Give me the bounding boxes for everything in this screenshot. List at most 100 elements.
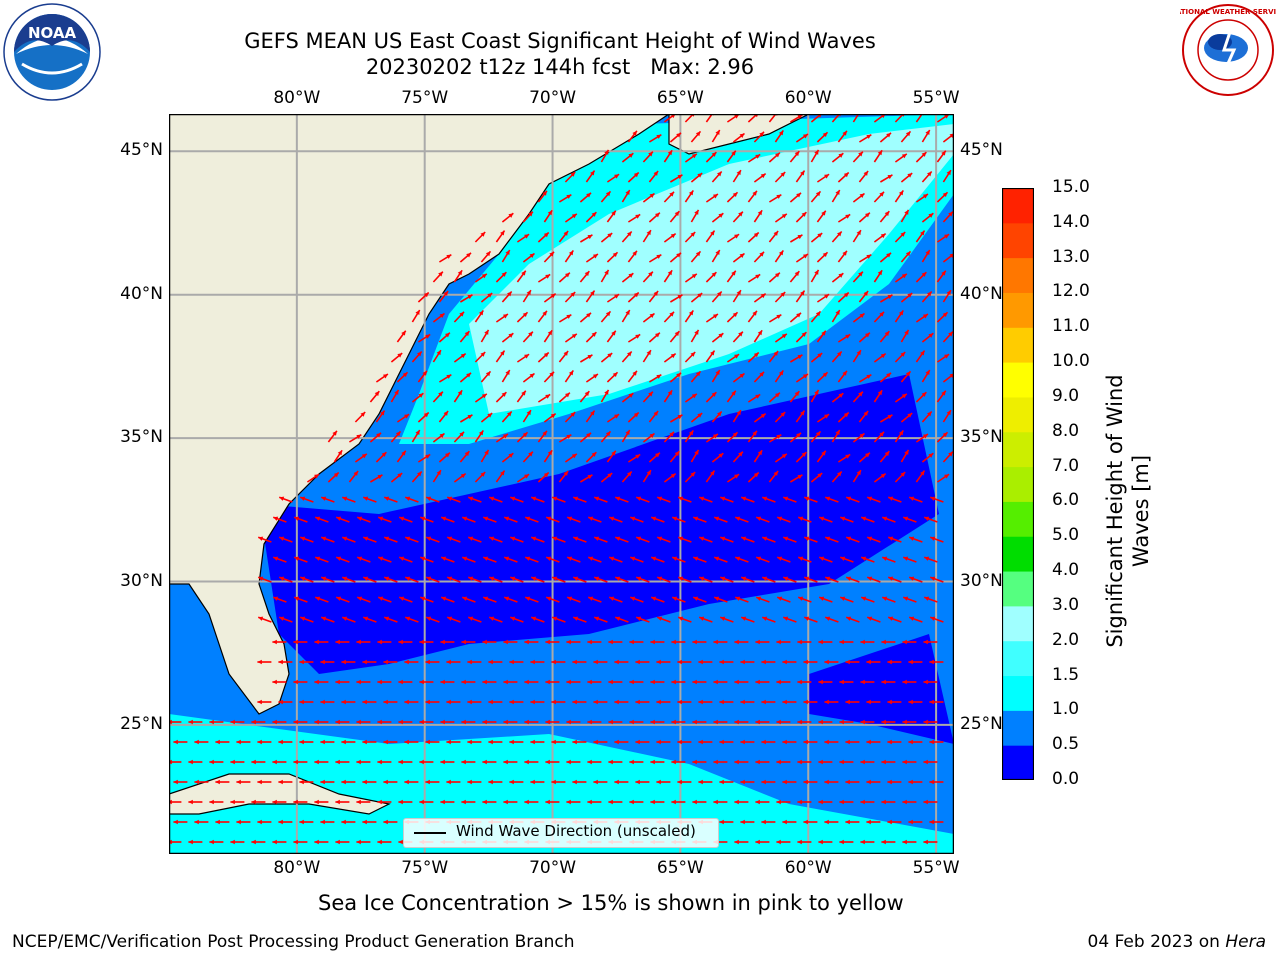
wave-arrow-head [464,451,470,457]
wave-arrow-head [397,353,403,358]
wave-arrow-head [713,759,718,765]
wave-arrow-head [797,799,802,805]
wave-arrow-head [447,616,453,621]
wave-arrow-head [320,819,325,825]
wave-arrow-head [741,576,747,581]
wave-arrow-head [459,431,465,437]
wave-arrow-head [315,516,321,521]
wave-arrow-head [572,659,577,665]
wave-arrow-head [887,174,893,180]
wave-arrow-head [671,719,676,725]
lon-label-bottom: 60°W [784,858,832,878]
wave-arrow-head [898,310,904,316]
wave-arrow-head [546,556,552,561]
wave-arrow-head [846,496,852,501]
wave-arrow-head [762,496,768,501]
wave-arrow-head [419,759,424,765]
wave-arrow-head [759,131,765,137]
colorbar-tick-label: 8.0 [1052,420,1080,441]
wave-arrow-head [738,331,743,337]
wave-arrow-head [524,679,529,685]
wave-arrow-head [419,679,424,685]
wave-arrow-head [384,496,390,501]
wave-arrow-head [752,310,757,316]
wave-arrow-head [780,291,786,297]
wave-arrow-head [840,596,846,601]
wave-arrow-head [439,313,445,318]
wave-arrow-head [797,679,802,685]
wave-arrow-head [688,430,694,436]
wave-arrow-head [467,699,472,705]
wave-arrow-head [405,536,411,541]
wave-arrow-head [928,453,934,458]
lon-label-top: 70°W [529,88,577,108]
wave-arrow-head [866,254,872,259]
wave-arrow-head [446,374,452,379]
wave-arrow-head [946,170,951,176]
wave-arrow-head [314,474,320,479]
wave-arrow-head [529,373,535,378]
wave-arrow-head [608,759,613,765]
wave-arrow-head [461,759,466,765]
wave-arrow-head [361,453,367,459]
wave-arrow-head [866,819,871,825]
wave-arrow-head [866,374,872,379]
wave-arrow-head [509,739,514,745]
wave-arrow-head [866,134,872,139]
colorbar-label: Significant Height of Wind Waves [m] [1103,374,1153,648]
wave-arrow-head [719,819,724,825]
wave-arrow-head [783,536,789,541]
wave-arrow-head [905,251,911,257]
wave-arrow-head [279,536,285,541]
wave-arrow-head [635,659,640,665]
wave-arrow-head [734,234,740,239]
wave-arrow-head [604,389,609,395]
wave-arrow-head [776,719,781,725]
wave-arrow-head [929,739,934,745]
wave-arrow-head [824,659,829,665]
cuba-land [169,773,391,815]
wave-arrow-head [656,254,662,259]
wave-arrow-head [398,719,403,725]
wave-arrow-head [920,470,925,476]
wave-arrow-head [887,699,892,705]
wave-arrow-head [335,639,340,645]
wave-arrow-head [543,352,549,358]
wave-arrow-head [635,699,640,705]
wave-arrow-head [776,799,781,805]
wave-arrow-head [928,333,934,338]
wave-arrow-head [740,819,745,825]
wave-arrow-head [522,432,528,438]
wave-arrow-head [690,231,696,237]
wave-arrow-head [425,334,431,339]
wave-arrow-head [720,616,726,621]
nws-logo: NATIONAL WEATHER SERVICE [1180,4,1276,96]
wave-arrow-head [888,576,894,581]
wave-arrow-head [776,434,782,439]
wave-arrow-head [762,536,768,541]
wave-arrow-head [635,739,640,745]
wave-arrow-head [426,616,432,621]
wave-arrow-head [628,153,634,158]
wave-arrow-head [509,659,514,665]
wave-arrow-head [614,294,620,299]
wave-arrow-head [930,616,936,621]
wave-arrow-head [821,450,826,456]
wave-arrow-head [649,193,655,198]
wave-arrow-head [377,679,382,685]
wave-arrow-head [821,210,826,216]
wave-arrow-head [258,576,264,581]
colorbar-tick-label: 1.0 [1052,699,1080,720]
wave-arrow-head [656,779,661,785]
wave-arrow-head [944,234,950,239]
wave-arrow-head [927,291,932,297]
graticule [169,114,954,854]
wave-arrow-head [362,819,367,825]
wave-arrow-head [630,556,636,561]
wave-arrow-head [611,450,616,456]
wave-arrow-head [593,659,598,665]
wave-arrow-head [173,779,178,785]
wave-zone-low [259,374,939,674]
wave-arrow-head [320,659,325,665]
wave-arrow-head [447,536,453,541]
